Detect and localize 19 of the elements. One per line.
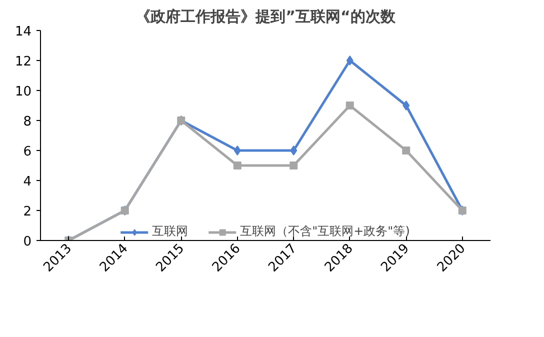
point — [346, 102, 354, 110]
y-tick-label: 2 — [23, 204, 32, 220]
point — [402, 100, 410, 110]
y-tick-label: 10 — [14, 84, 32, 100]
y-tick-label: 8 — [23, 114, 32, 130]
point — [234, 146, 241, 156]
y-tick-label: 14 — [14, 24, 32, 40]
point — [402, 146, 410, 154]
y-tick-label: 0 — [23, 234, 32, 250]
legend-label: 互联网 — [152, 223, 188, 240]
point — [233, 162, 242, 170]
chart-title: 《政府工作报告》提到”互联网“的次数 — [136, 8, 396, 26]
y-tick-label: 6 — [23, 144, 32, 160]
y-tick-label: 12 — [14, 54, 32, 70]
legend-label: 互联网（不含"互联网+政务"等) — [240, 223, 410, 240]
point — [346, 56, 354, 66]
point — [290, 146, 298, 156]
point — [290, 162, 298, 170]
y-tick-label: 4 — [23, 174, 32, 190]
